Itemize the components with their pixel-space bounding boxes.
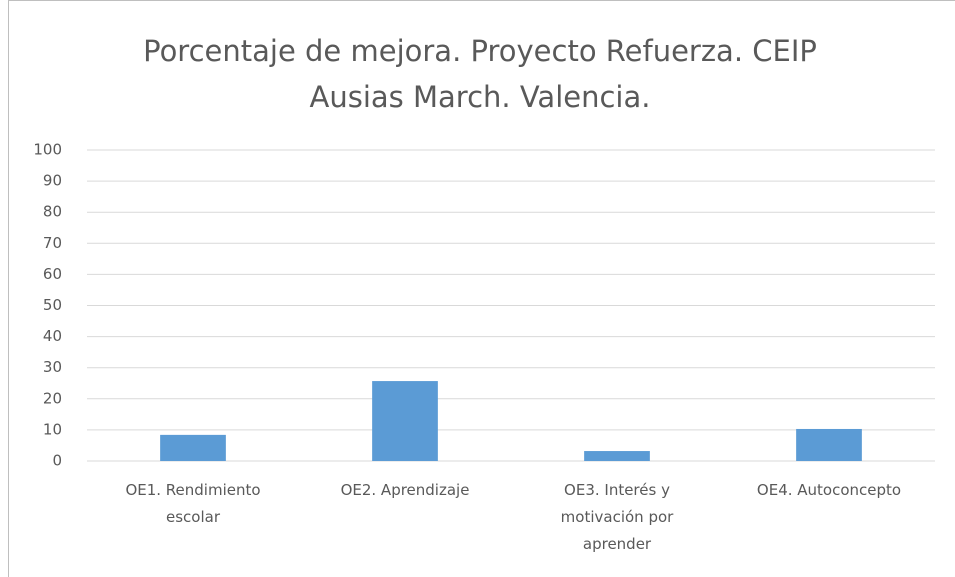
bar bbox=[796, 428, 862, 461]
x-tick-label: OE2. Aprendizaje bbox=[340, 481, 470, 499]
y-tick-label: 100 bbox=[33, 141, 62, 159]
y-tick-label: 30 bbox=[43, 358, 62, 376]
x-tick-label: OE4. Autoconcepto bbox=[756, 481, 902, 499]
y-tick-label: 50 bbox=[43, 296, 62, 314]
bar bbox=[584, 451, 650, 461]
chart-title: Porcentaje de mejora. Proyecto Refuerza.… bbox=[143, 34, 817, 114]
y-tick-label: 60 bbox=[43, 265, 62, 283]
x-tick-label: OE3. Interés y motivación por aprender bbox=[560, 481, 674, 553]
x-tick-label: OE1. Rendimiento escolar bbox=[125, 481, 261, 526]
y-tick-label: 40 bbox=[43, 327, 62, 345]
chart-border bbox=[8, 0, 955, 577]
bar bbox=[160, 434, 226, 461]
y-tick-label: 20 bbox=[43, 389, 62, 407]
y-tick-label: 10 bbox=[43, 420, 62, 438]
bar bbox=[372, 381, 438, 461]
y-tick-label: 90 bbox=[43, 172, 62, 190]
y-tick-label: 70 bbox=[43, 234, 62, 252]
y-tick-label: 80 bbox=[43, 203, 62, 221]
y-tick-label: 0 bbox=[52, 452, 62, 470]
